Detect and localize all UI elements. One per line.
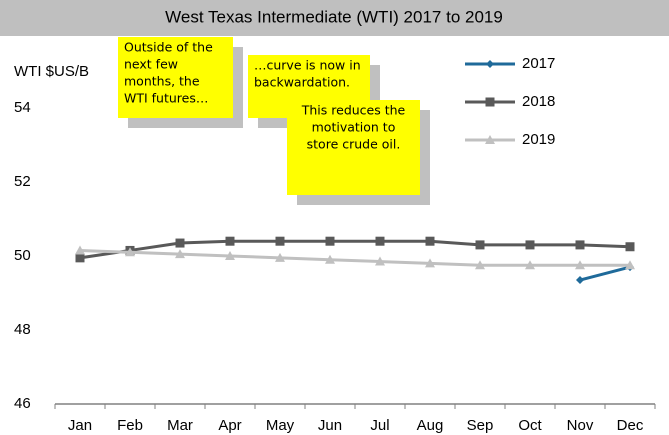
x-tick-label: May [266, 417, 295, 434]
y-tick-label: 54 [14, 99, 31, 116]
legend-label: 2019 [522, 131, 555, 148]
annotation-box [287, 100, 420, 195]
x-tick-label: Jan [68, 417, 92, 434]
series-line [79, 239, 631, 260]
annotation-box [118, 37, 233, 118]
data-point [475, 260, 485, 270]
annotation-text: backwardation. [254, 75, 350, 90]
annotation-text: next few [124, 57, 178, 72]
y-axis-label: WTI $US/B [14, 63, 89, 80]
chart-title: West Texas Intermediate (WTI) 2017 to 20… [165, 7, 503, 26]
data-point [525, 260, 535, 270]
x-tick-label: Dec [617, 417, 644, 434]
x-tick-label: Mar [167, 417, 193, 434]
annotation-text: Outside of the [124, 40, 213, 55]
series-line [579, 265, 631, 282]
annotation-text: months, the [124, 74, 200, 89]
x-tick-label: Oct [518, 417, 542, 434]
data-point [275, 236, 285, 246]
annotation-text: …curve is now in [254, 58, 361, 73]
data-point [475, 240, 485, 250]
data-point [225, 251, 235, 260]
data-point [175, 238, 185, 248]
annotation-text: WTI futures… [124, 91, 208, 106]
data-point [625, 242, 635, 252]
legend-label: 2018 [522, 93, 555, 110]
data-point [625, 260, 635, 270]
x-tick-label: Feb [117, 417, 143, 434]
data-point [375, 236, 385, 246]
data-point [325, 236, 335, 246]
data-point [325, 254, 335, 264]
data-point [576, 276, 584, 285]
data-point [125, 247, 135, 257]
data-point [75, 253, 85, 263]
y-tick-label: 52 [14, 173, 31, 190]
x-tick-label: Jul [370, 417, 389, 434]
x-tick-label: Aug [417, 417, 444, 434]
data-point [175, 249, 185, 259]
data-point [75, 245, 85, 255]
y-tick-label: 48 [14, 321, 31, 338]
data-point [525, 240, 535, 250]
y-tick-label: 46 [14, 395, 31, 412]
data-point [575, 240, 585, 250]
series-line [79, 248, 630, 267]
data-point [425, 236, 435, 246]
y-tick-label: 50 [14, 247, 31, 264]
legend-marker [486, 60, 494, 68]
annotation-text: motivation to [312, 120, 396, 135]
x-tick-label: Sep [467, 417, 494, 434]
x-tick-label: Apr [218, 417, 241, 434]
x-tick-label: Jun [318, 417, 342, 434]
legend-marker [485, 135, 495, 144]
x-tick-label: Nov [567, 417, 594, 434]
data-point [425, 258, 435, 268]
data-point [575, 260, 585, 270]
data-point [375, 256, 385, 266]
data-point [275, 252, 285, 262]
annotation-text: store crude oil. [307, 137, 401, 152]
data-point [225, 236, 235, 246]
annotation-text: This reduces the [301, 103, 406, 118]
legend-label: 2017 [522, 55, 555, 72]
title-bar [0, 0, 669, 36]
legend-marker [485, 97, 495, 107]
